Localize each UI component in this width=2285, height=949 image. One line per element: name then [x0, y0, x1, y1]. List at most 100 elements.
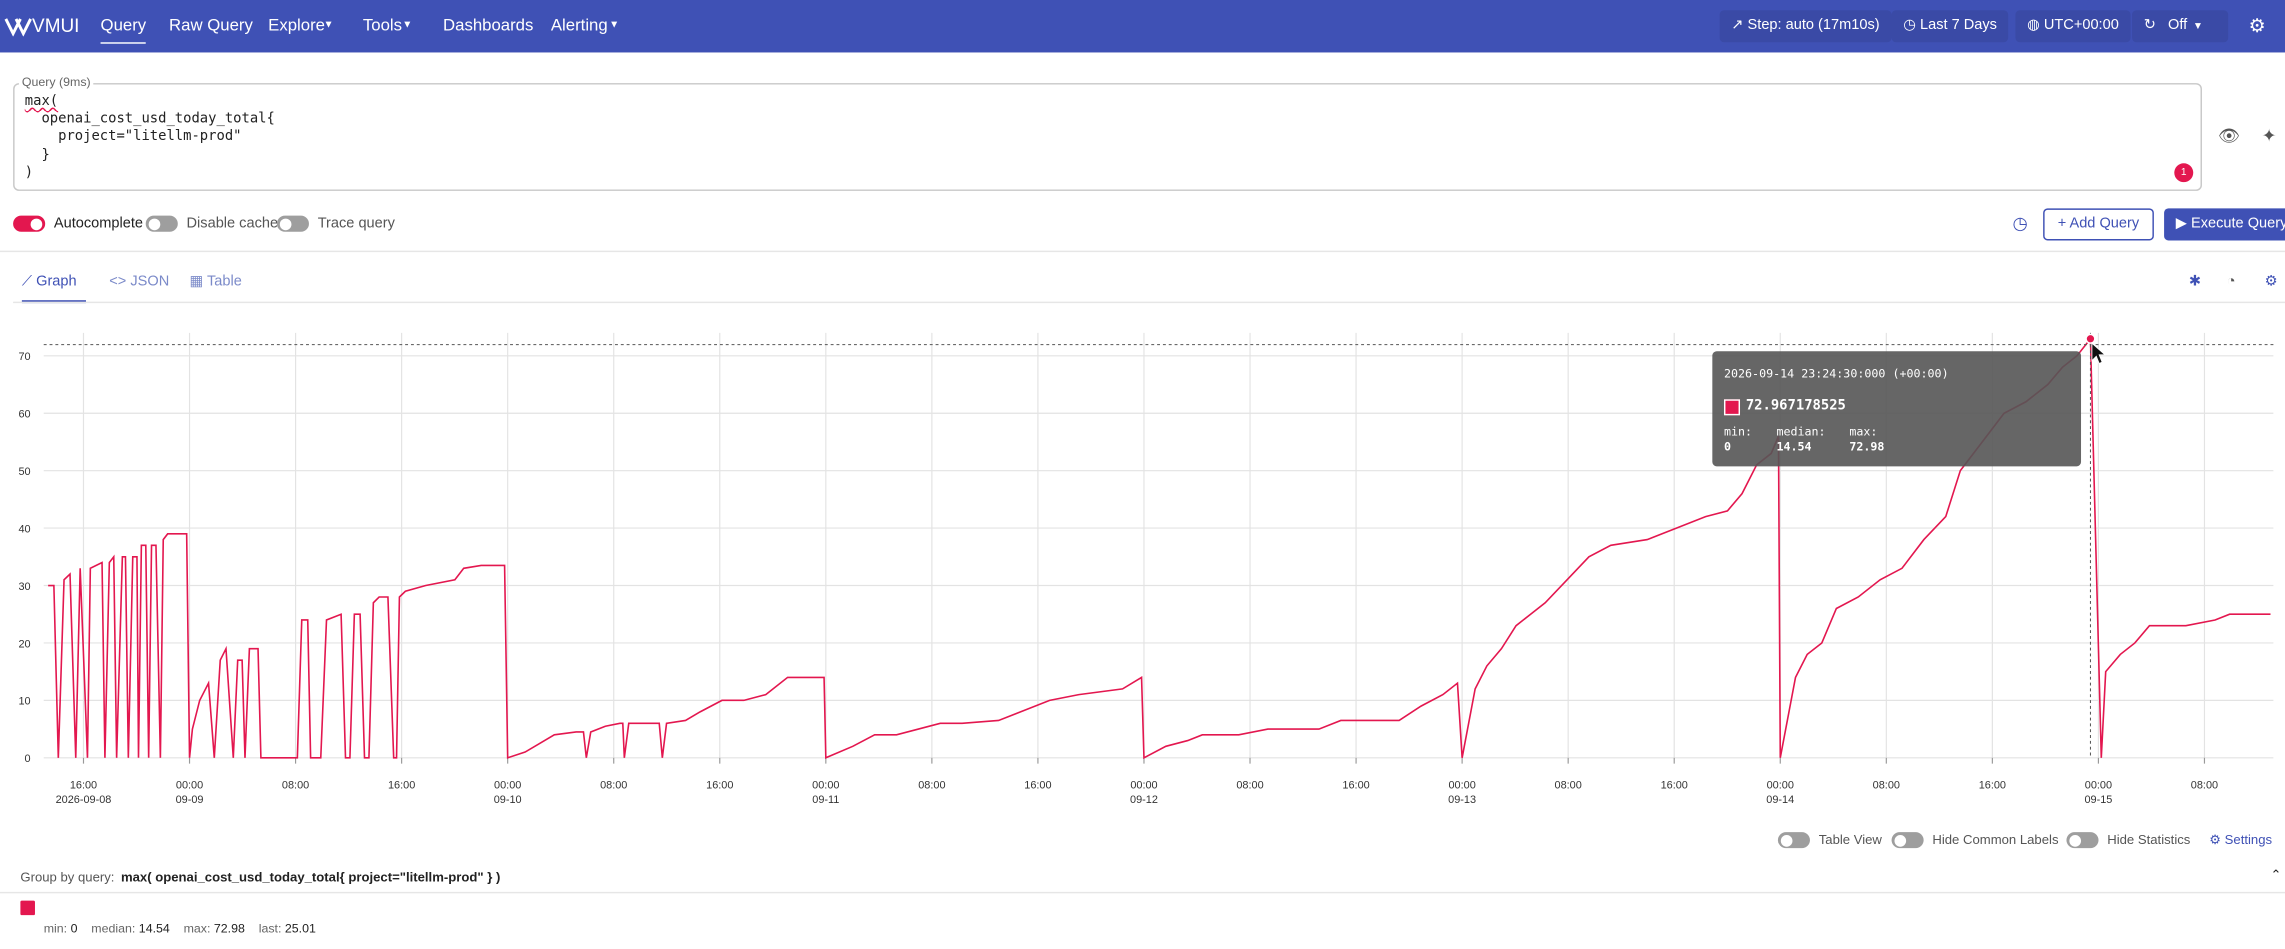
icon: ◍ [2027, 17, 2044, 34]
stat-label: min: [43, 921, 68, 936]
hint-icon[interactable]: ◔ [2226, 273, 2236, 291]
group-label: Group by query: [20, 870, 115, 885]
x-tick-label: 16:00 [70, 779, 97, 791]
switch[interactable] [276, 215, 309, 232]
caret: ▼ [609, 20, 620, 31]
y-tick-label: 30 [18, 581, 30, 593]
option-label: Hide Statistics [2107, 832, 2191, 847]
tooltip-stat-label: max: [1849, 425, 1878, 439]
divider [13, 301, 2285, 304]
x-tick-label: 16:00 [1661, 779, 1688, 791]
code-line: } [24, 147, 50, 164]
x-tick-label: 09-11 [812, 794, 839, 806]
timezone-button[interactable]: ◍ UTC+00:00 [2015, 10, 2131, 43]
tooltip: 2026-09-14 23:24:30:000 (+00:00) 72.9671… [1712, 351, 2082, 467]
settings-icon[interactable]: ⚙ [2248, 14, 2266, 37]
stat-label: median: [91, 921, 136, 936]
divider [0, 250, 2285, 253]
group-query: max( openai_cost_usd_today_total{ projec… [120, 870, 501, 885]
nav-item[interactable]: Alerting [550, 17, 608, 35]
stat-value: 14.54 [138, 921, 170, 936]
tooltip-stat-value: 14.54 [1776, 440, 1812, 454]
execute: Execute Query [2191, 215, 2285, 232]
logo-icon [4, 18, 32, 37]
y-tick-label: 70 [18, 351, 30, 363]
x-tick-label: 09-12 [1130, 794, 1158, 806]
history-icon[interactable]: ◷ [2012, 212, 2028, 234]
x-tick-label: 00:00 [812, 779, 839, 791]
x-tick-label: 00:00 [176, 779, 203, 791]
switch[interactable] [1891, 832, 1924, 849]
x-tick-label: 00:00 [2085, 779, 2112, 791]
add-query: Add Query [2069, 215, 2140, 232]
x-tick-label: 08:00 [1873, 779, 1900, 791]
y-tick-label: 40 [18, 523, 30, 535]
switch[interactable] [145, 215, 178, 232]
caret: ▼ [402, 20, 413, 31]
switch[interactable] [1777, 832, 1810, 849]
nav-item[interactable]: Raw Query [169, 17, 253, 35]
x-tick-label: 16:00 [388, 779, 415, 791]
range-button[interactable]: ◷ Last 7 Days [1891, 10, 2009, 43]
collapse-icon[interactable]: ⌃ [2270, 867, 2282, 882]
nav-item[interactable]: Tools [362, 17, 403, 35]
cursor [2091, 342, 2107, 365]
x-tick-label: 08:00 [1236, 779, 1263, 791]
graph-settings-icon[interactable]: ⚙ [2264, 273, 2278, 291]
stat-label: max: [183, 921, 211, 936]
tooltip-swatch [1723, 399, 1741, 416]
option-label: Table View [1818, 832, 1882, 847]
nav-item[interactable]: Query [100, 17, 147, 44]
switch[interactable] [13, 215, 46, 232]
x-tick-label: 08:00 [918, 779, 945, 791]
eye-icon[interactable]: 👁 [2218, 125, 2241, 146]
stat-label: last: [258, 921, 282, 936]
x-tick-label: 00:00 [494, 779, 521, 791]
tab-label: Graph [36, 273, 77, 291]
code-line: max( [24, 93, 59, 110]
tab[interactable]: ⟋ Graph [21, 273, 86, 304]
settings-button[interactable]: ⚙ Settings [2209, 832, 2273, 847]
execute-button[interactable]: ▶ Execute Query [2164, 208, 2285, 241]
series-line [48, 336, 2271, 760]
header: VMUI Query Raw Query Explore ▼ Tools ▼ D… [0, 0, 2285, 53]
tab-label: JSON [130, 273, 170, 291]
x-tick-label: 08:00 [600, 779, 627, 791]
tab[interactable]: ▦ Table [189, 273, 242, 291]
code-line: openai_cost_usd_today_total{ [24, 110, 275, 127]
x-tick-label: 00:00 [1130, 779, 1157, 791]
x-tick-label: 16:00 [1024, 779, 1051, 791]
x-tick-label: 08:00 [2191, 779, 2218, 791]
option-label: Hide Common Labels [1932, 832, 2059, 847]
y-tick-label: 60 [18, 409, 30, 421]
stat-value: 0 [70, 921, 78, 936]
debug-icon[interactable]: ✱ [2188, 273, 2202, 291]
step-button[interactable]: ↗ Step: auto (17m10s) [1719, 10, 1892, 43]
code-line: ) [24, 164, 34, 181]
refresh-button[interactable]: ↻ Off ▼ [2132, 10, 2229, 43]
refresh: Off [2168, 17, 2188, 34]
query-box[interactable] [13, 83, 2202, 191]
ai-icon[interactable]: ✦ [2261, 125, 2277, 146]
tooltip-stat-label: median: [1776, 425, 1826, 439]
nav-item[interactable]: Dashboards [443, 17, 534, 35]
timezone: UTC+00:00 [2043, 17, 2119, 34]
tab-label: Table [207, 273, 242, 291]
stat-value: 25.01 [284, 921, 316, 936]
error-badge[interactable]: 1 [2174, 163, 2194, 183]
tab[interactable]: <> JSON [109, 273, 170, 291]
switch[interactable] [2066, 832, 2099, 849]
legend-swatch[interactable] [20, 900, 35, 916]
tooltip-value: 72.967178525 [1745, 397, 1846, 414]
tooltip-stat-value: 0 [1723, 440, 1732, 454]
nav-item[interactable]: Explore [268, 17, 325, 35]
tooltip-time: 2026-09-14 23:24:30:000 (+00:00) [1723, 367, 1949, 381]
add-query-button[interactable]: + Add Query [2043, 208, 2154, 241]
x-tick-label: 09-10 [494, 794, 522, 806]
caret: ▼ [323, 20, 334, 31]
y-tick-label: 10 [18, 696, 30, 708]
step: Step: auto (17m10s) [1747, 17, 1880, 34]
x-tick-label: 09-13 [1448, 794, 1476, 806]
range: Last 7 Days [1920, 17, 1997, 34]
